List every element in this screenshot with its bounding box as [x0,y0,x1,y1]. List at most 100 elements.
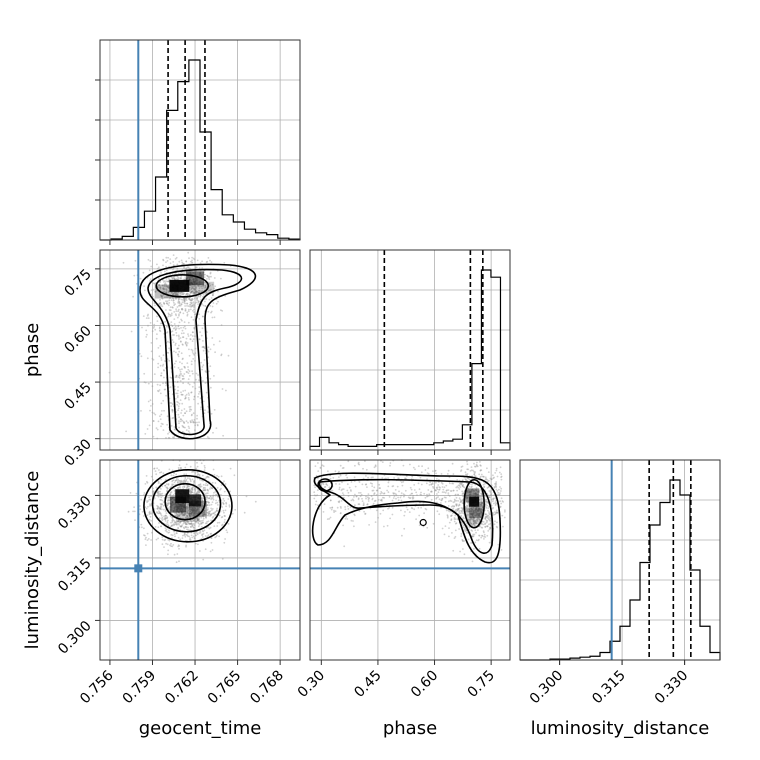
panel-luminosity_distance-vs-geocent_time-point [177,466,180,469]
panel-luminosity_distance-vs-geocent_time-point [186,507,189,510]
ylabel-luminosity_distance: luminosity_distance [22,471,43,650]
panel-luminosity_distance-vs-geocent_time-point [164,484,167,487]
panel-phase-vs-geocent_time-point [159,287,162,290]
panel-luminosity_distance-vs-geocent_time-point [192,470,194,473]
panel-luminosity_distance-vs-geocent_time-point [193,532,196,535]
panel-luminosity_distance-vs-phase-point [454,514,457,517]
panel-luminosity_distance-vs-phase-point [377,516,379,519]
panel-luminosity_distance-vs-phase-point [496,490,499,492]
panel-luminosity_distance-vs-geocent_time-point [207,501,210,504]
panel-phase-vs-geocent_time-point [187,430,190,433]
panel-luminosity_distance-vs-geocent_time-point [199,531,202,534]
panel-phase-vs-geocent_time-point [165,381,168,384]
panel-luminosity_distance-vs-geocent_time-point [151,531,153,534]
panel-luminosity_distance-vs-phase-point [333,511,335,513]
panel-luminosity_distance-vs-geocent_time-point [188,512,191,515]
panel-luminosity_distance-vs-phase-point [328,486,331,489]
panel-phase-vs-geocent_time-point [159,286,162,289]
panel-phase-vs-geocent_time-point [187,335,190,337]
panel-phase-vs-geocent_time-point [185,341,187,343]
panel-phase-vs-geocent_time-point [173,292,176,294]
panel-phase-vs-geocent_time-point [177,355,180,358]
panel-luminosity_distance-vs-phase-point [479,461,481,463]
panel-phase-vs-geocent_time-point [205,298,208,300]
panel-luminosity_distance-vs-phase-point [429,481,431,484]
panel-luminosity_distance-vs-phase-point [336,506,339,509]
panel-phase-vs-geocent_time-point [223,262,226,264]
panel-luminosity_distance-vs-geocent_time-point [223,541,226,544]
panel-phase-vs-geocent_time-point [172,261,175,263]
panel-phase-vs-geocent_time-point [206,275,209,277]
xtick-label-phase: 0.75 [465,668,498,701]
panel-luminosity_distance-vs-geocent_time-point [200,526,203,528]
panel-luminosity_distance-vs-phase-point [474,529,477,531]
panel-luminosity_distance-vs-phase-point [502,525,504,528]
panel-phase-vs-geocent_time-point [186,305,188,307]
panel-phase-vs-geocent_time-point [209,271,212,274]
panel-luminosity_distance-vs-geocent_time-point [171,483,174,486]
panel-luminosity_distance-vs-phase-point [468,485,471,488]
panel-luminosity_distance-vs-phase-point [438,513,441,516]
panel-luminosity_distance-vs-geocent_time-point [216,504,219,506]
xtick-label-phase: 0.30 [295,668,328,701]
xtick-label-geocent_time: 0.762 [162,668,202,708]
panel-luminosity_distance-vs-geocent_time-point [145,544,147,546]
panel-luminosity_distance-vs-phase-point [339,505,342,508]
panel-phase-vs-geocent_time-point [190,334,192,336]
ylabel-phase: phase [22,323,43,377]
panel-phase-vs-geocent_time-point [178,304,181,307]
panel-luminosity_distance-vs-phase-point [500,490,502,492]
panel-phase-vs-geocent_time-point [203,347,206,350]
panel-phase-vs-geocent_time-point [205,261,208,264]
panel-phase-vs-geocent_time-point [181,261,184,264]
panel-phase-vs-geocent_time-point [181,307,184,310]
panel-luminosity_distance-vs-phase-point [482,523,485,526]
panel-phase-vs-geocent_time-point [156,263,158,266]
panel-luminosity_distance-vs-phase-point [415,491,418,494]
panel-phase-vs-geocent_time-point [183,408,186,410]
panel-phase-vs-geocent_time-point [159,418,162,421]
panel-luminosity_distance-vs-phase-point [329,507,332,509]
panel-luminosity_distance-vs-phase-point [344,517,347,520]
panel-phase-vs-geocent_time-point [173,277,175,279]
panel-phase-vs-geocent_time-point [168,437,171,439]
panel-luminosity_distance-vs-phase-point [391,513,394,516]
panel-phase-vs-geocent_time-point [174,429,177,431]
panel-luminosity_distance-vs-phase-point [387,485,390,488]
panel-luminosity_distance-vs-phase-point [338,483,341,485]
panel-luminosity_distance-vs-phase-point [420,491,422,494]
panel-luminosity_distance-vs-geocent_time-point [221,506,224,508]
panel-luminosity_distance-vs-phase-point [449,490,452,492]
panel-phase-vs-geocent_time-point [144,381,147,384]
panel-phase-vs-geocent_time-point [191,331,194,334]
panel-phase-vs-geocent_time-point [184,271,186,274]
panel-phase-vs-geocent_time-point [179,420,182,423]
panel-phase-vs-geocent_time-point [197,301,200,303]
panel-luminosity_distance-vs-phase-point [501,514,504,517]
panel-luminosity_distance-vs-geocent_time-point [189,489,192,492]
panel-luminosity_distance-vs-geocent_time-point [148,518,151,521]
panel-luminosity_distance-vs-geocent_time-point [184,466,187,469]
panel-luminosity_distance-vs-phase-point [461,507,464,510]
panel-phase-vs-geocent_time-point [167,436,170,439]
panel-phase-vs-geocent_time-point [180,341,182,343]
scatter-panels [99,249,511,661]
panel-phase-vs-geocent_time-point [180,308,183,310]
panel-luminosity_distance-vs-phase-point [478,548,481,550]
panel-luminosity_distance-vs-phase-point [350,519,353,522]
panel-phase-vs-geocent_time-point [152,420,155,422]
panel-phase-vs-geocent_time-point [182,336,185,338]
panel-luminosity_distance-vs-geocent_time-point [182,534,184,537]
panel-phase-vs-geocent_time-point [182,357,184,360]
panel-phase-vs-geocent_time-point [163,284,166,287]
ytick-label-luminosity_distance: 0.300 [55,618,95,658]
panel-luminosity_distance-vs-phase-point [444,500,447,503]
panel-luminosity_distance-vs-geocent_time-point [200,501,203,504]
panel-phase-vs-geocent_time-point [192,309,194,312]
panel-phase-vs-geocent_time-point [180,291,182,294]
panel-phase-vs-geocent_time-point [180,409,183,412]
ytick-label-phase: 0.30 [61,436,94,469]
panel-luminosity_distance-vs-geocent_time-point [155,538,158,541]
panel-phase-vs-geocent_time-point [197,374,199,376]
panel-phase-vs-geocent_time-point [198,338,201,341]
